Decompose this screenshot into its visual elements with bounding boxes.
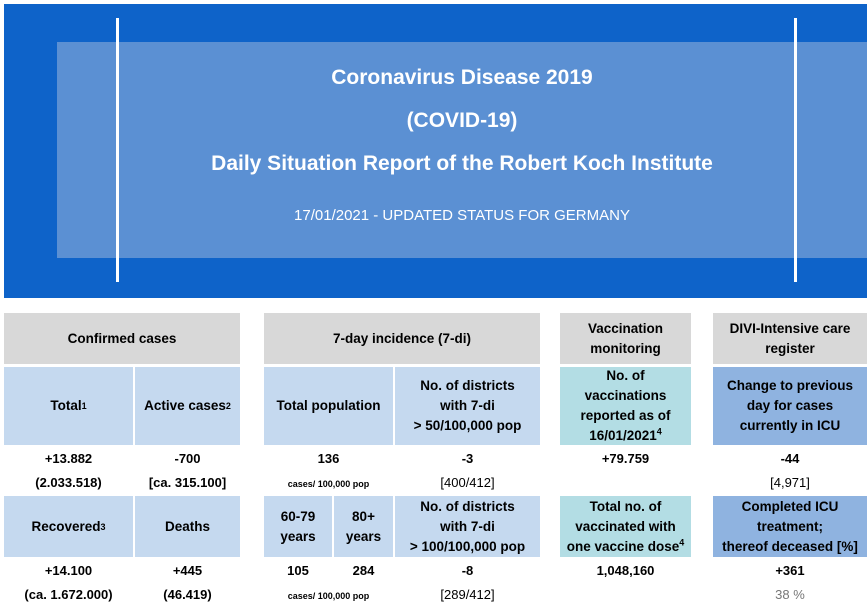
- total-label-cell: Total 1: [4, 367, 133, 445]
- districts-50-count: [400/412]: [440, 475, 495, 490]
- banner-right-rule: [794, 18, 797, 282]
- districts-100-change: -8: [461, 563, 474, 578]
- icu-completed-label-line: treatment;: [756, 518, 823, 534]
- title-line-2: (COVID-19): [406, 109, 518, 132]
- age-80-label-cell: 80+ years: [334, 496, 393, 557]
- vaccinations-reported-footnote: 4: [656, 426, 662, 437]
- active-change: -700: [174, 451, 201, 466]
- icu-change-label-line: Change to previous: [726, 378, 853, 393]
- divi-heading: DIVI-Intensive care register: [713, 313, 867, 364]
- vaccinated-total-label-line: vaccinated with: [575, 518, 676, 534]
- title-line-1: Coronavirus Disease 2019: [331, 66, 593, 89]
- age-60-79-value: 105: [287, 563, 309, 578]
- icu-current-count: [4,971]: [770, 475, 810, 490]
- vaccinations-reported-label-line: No. of: [606, 368, 645, 383]
- vaccinations-reported-label-cell: No. of vaccinations reported as of 16/01…: [560, 367, 691, 445]
- status-line: 17/01/2021 - UPDATED STATUS FOR GERMANY: [294, 207, 630, 224]
- vaccinated-total-label-line: one vaccine dose4: [567, 537, 685, 557]
- confirmed-cases-heading: Confirmed cases: [4, 313, 240, 364]
- banner-inner-panel: [57, 42, 867, 258]
- icu-deceased-percent: 38 %: [775, 587, 805, 602]
- active-cumulative: [ca. 315.100]: [148, 475, 227, 490]
- total-cumulative: (2.033.518): [35, 475, 102, 490]
- age-80-label-line: years: [345, 528, 382, 544]
- districts-100-label-line: No. of districts: [420, 498, 515, 514]
- districts-100-count: [289/412]: [440, 587, 495, 602]
- banner-left-rule: [116, 18, 119, 282]
- icu-change-label-line: currently in ICU: [739, 418, 841, 433]
- total-label: Total: [50, 398, 82, 413]
- active-cases-label-cell: Active cases 2: [135, 367, 240, 445]
- vaccinations-reported-label-line: 16/01/20214: [589, 426, 662, 446]
- cases-per-pop-unit: cases/ 100,000 pop: [287, 591, 370, 601]
- vaccination-heading-line: monitoring: [590, 340, 661, 356]
- vaccinations-reported-value: +79.759: [601, 451, 650, 466]
- districts-50-label-line: with 7-di: [440, 398, 495, 413]
- age-60-79-label-line: 60-79: [280, 508, 316, 524]
- age-80-label-line: 80+: [352, 508, 375, 524]
- icu-completed-label-cell: Completed ICU treatment; thereof decease…: [713, 496, 867, 557]
- age-80-value: 284: [352, 563, 375, 578]
- vaccinated-total-label-text: one vaccine dose: [566, 538, 680, 554]
- deaths-label: Deaths: [135, 496, 240, 557]
- districts-50-label-cell: No. of districts with 7-di > 50/100,000 …: [395, 367, 540, 445]
- deaths-cumulative: (46.419): [163, 587, 212, 602]
- icu-change-value: -44: [780, 451, 800, 466]
- total-population-value: 136: [317, 451, 340, 466]
- vaccination-heading-line: Vaccination: [587, 320, 664, 336]
- vaccinated-total-value: 1,048,160: [596, 563, 655, 578]
- vaccinations-reported-label-line: reported as of: [580, 408, 671, 423]
- active-cases-label: Active cases: [144, 398, 226, 413]
- recovered-label: Recovered: [31, 518, 101, 534]
- vaccinated-total-footnote: 4: [679, 537, 685, 547]
- recovered-label-cell: Recovered 3: [4, 496, 133, 557]
- title-line-3: Daily Situation Report of the Robert Koc…: [211, 152, 713, 175]
- vaccinations-reported-date: 16/01/2021: [589, 428, 657, 443]
- icu-change-label-cell: Change to previous day for cases current…: [713, 367, 867, 445]
- icu-change-label-line: day for cases: [746, 398, 834, 413]
- deaths-change: +445: [172, 563, 203, 578]
- districts-100-label-cell: No. of districts with 7-di > 100/100,000…: [395, 496, 540, 557]
- vaccinated-total-label-cell: Total no. of vaccinated with one vaccine…: [560, 496, 691, 557]
- districts-50-change: -3: [461, 451, 474, 466]
- age-60-79-label-cell: 60-79 years: [264, 496, 332, 557]
- districts-100-label-line: with 7-di: [440, 518, 495, 534]
- districts-100-label-line: > 100/100,000 pop: [409, 538, 526, 554]
- districts-50-label-line: > 50/100,000 pop: [413, 418, 522, 433]
- divi-heading-line: register: [765, 340, 815, 356]
- vaccinated-total-label-line: Total no. of: [589, 498, 662, 514]
- recovered-change: +14.100: [44, 563, 93, 578]
- total-change: +13.882: [44, 451, 93, 466]
- vaccinations-reported-label-line: vaccinations: [584, 388, 667, 403]
- total-population-label: Total population: [264, 367, 393, 445]
- icu-completed-label-line: Completed ICU: [741, 498, 839, 514]
- recovered-cumulative: (ca. 1.672.000): [24, 587, 113, 602]
- incidence-heading: 7-day incidence (7-di): [264, 313, 540, 364]
- cases-per-pop-unit: cases/ 100,000 pop: [287, 479, 370, 489]
- icu-completed-label-line: thereof deceased [%]: [722, 538, 858, 554]
- icu-completed-value: +361: [775, 563, 805, 578]
- vaccination-heading: Vaccination monitoring: [560, 313, 691, 364]
- age-60-79-label-line: years: [280, 528, 316, 544]
- districts-50-label-line: No. of districts: [420, 378, 515, 393]
- divi-heading-line: DIVI-Intensive care: [729, 320, 851, 336]
